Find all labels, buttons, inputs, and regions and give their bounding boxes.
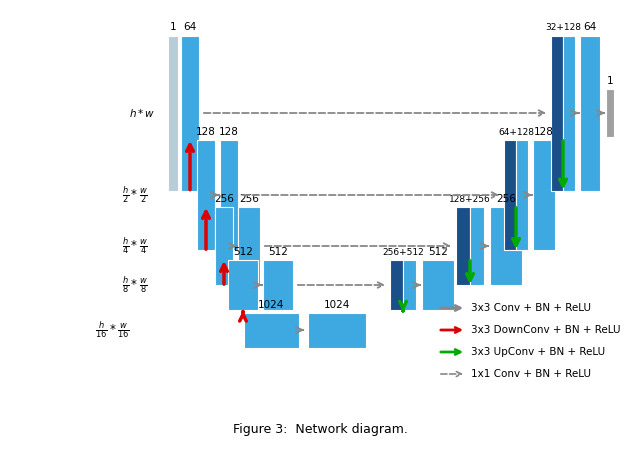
Bar [470, 207, 484, 285]
Bar [516, 140, 528, 250]
Text: 128: 128 [534, 127, 554, 137]
Text: 3x3 UpConv + BN + ReLU: 3x3 UpConv + BN + ReLU [471, 347, 605, 357]
Text: 512: 512 [428, 247, 448, 257]
Text: 64: 64 [584, 22, 596, 32]
Text: 128+256: 128+256 [449, 195, 491, 204]
Text: 1024: 1024 [258, 300, 284, 310]
Text: 1: 1 [607, 76, 613, 86]
Text: 1x1 Conv + BN + ReLU: 1x1 Conv + BN + ReLU [471, 369, 591, 379]
Text: $\frac{h}{16}*\frac{w}{16}$: $\frac{h}{16}*\frac{w}{16}$ [95, 320, 130, 341]
Bar [490, 207, 522, 285]
Text: $\frac{h}{2}*\frac{w}{2}$: $\frac{h}{2}*\frac{w}{2}$ [122, 184, 148, 206]
Text: $h*w$: $h*w$ [129, 107, 155, 119]
Text: 1: 1 [170, 22, 176, 32]
Text: 128: 128 [196, 127, 216, 137]
Text: 3x3 Conv + BN + ReLU: 3x3 Conv + BN + ReLU [471, 303, 591, 313]
Bar [263, 260, 293, 310]
Text: 512: 512 [233, 247, 253, 257]
Text: $\frac{h}{4}*\frac{w}{4}$: $\frac{h}{4}*\frac{w}{4}$ [122, 235, 148, 256]
Text: Figure 3:  Network diagram.: Figure 3: Network diagram. [232, 423, 408, 436]
Text: 1024: 1024 [324, 300, 350, 310]
Bar [551, 36, 563, 190]
Bar [181, 36, 199, 190]
Bar [422, 260, 454, 310]
Text: 32+128: 32+128 [545, 23, 581, 32]
Bar [580, 36, 600, 190]
Bar [308, 312, 366, 347]
Bar [244, 312, 299, 347]
Text: 512: 512 [268, 247, 288, 257]
Bar [456, 207, 470, 285]
Text: 3x3 DownConv + BN + ReLU: 3x3 DownConv + BN + ReLU [471, 325, 621, 335]
Bar [403, 260, 416, 310]
Bar [390, 260, 403, 310]
Text: 256: 256 [239, 194, 259, 204]
Text: $\frac{h}{8}*\frac{w}{8}$: $\frac{h}{8}*\frac{w}{8}$ [122, 274, 148, 296]
Bar [606, 89, 614, 137]
Bar [228, 260, 258, 310]
Bar [215, 207, 233, 285]
Text: 256+512: 256+512 [382, 248, 424, 257]
Bar [563, 36, 575, 190]
Text: 64: 64 [184, 22, 196, 32]
Text: 256: 256 [496, 194, 516, 204]
Bar [197, 140, 215, 250]
Bar [533, 140, 555, 250]
Bar [238, 207, 260, 285]
Bar [504, 140, 516, 250]
Text: 128: 128 [219, 127, 239, 137]
Bar [220, 140, 238, 250]
Text: 256: 256 [214, 194, 234, 204]
Text: 64+128: 64+128 [498, 128, 534, 137]
Bar [168, 36, 178, 190]
